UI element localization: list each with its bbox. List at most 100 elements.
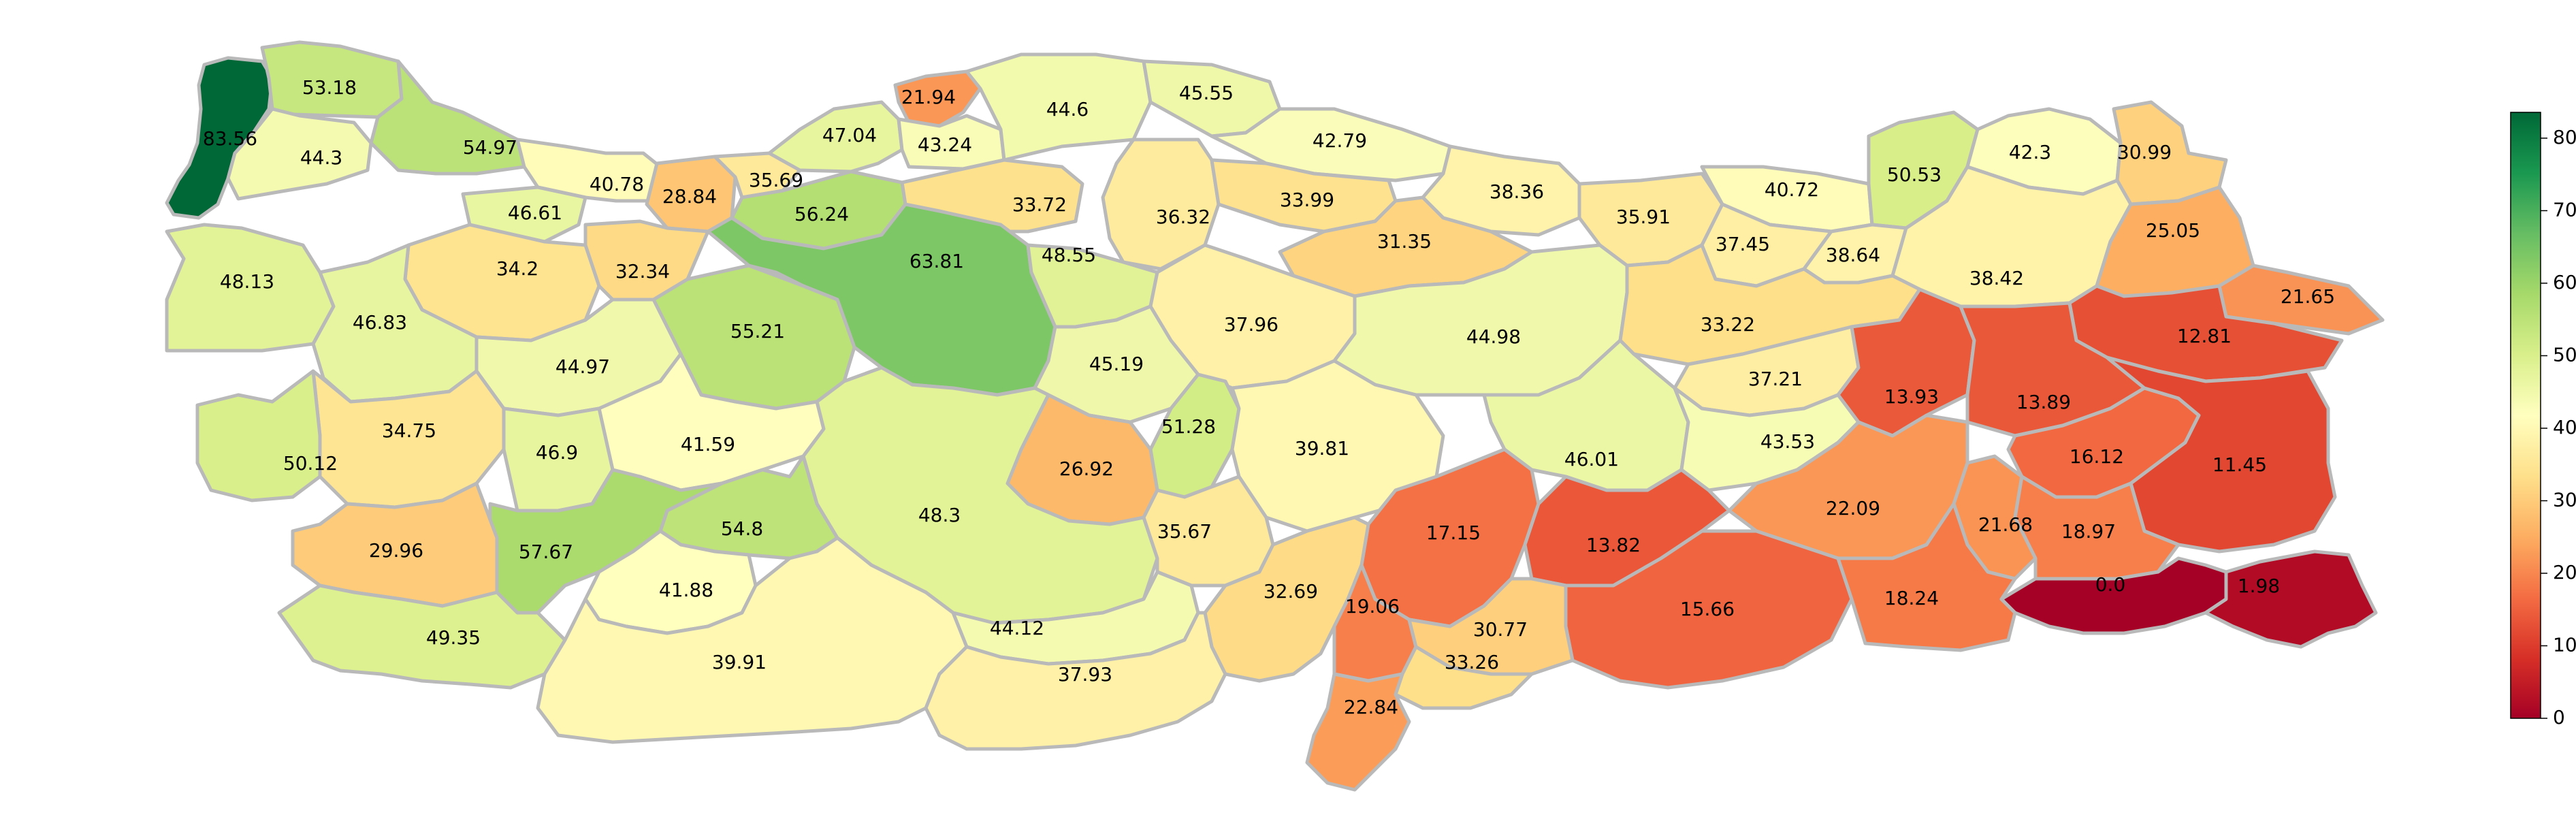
colorbar-ticks: 0 10 20 30 40 50 60 70 80 [2541,126,2576,729]
value-label-r40: 37.96 [1224,313,1278,336]
value-label-r28: 38.42 [1969,267,2024,289]
value-label-r39: 44.97 [556,355,610,378]
colorbar-tick-label: 70 [2553,198,2576,221]
value-label-r22: 40.72 [1765,178,1819,201]
province-r03 [226,107,373,201]
value-label-r05: 40.78 [590,173,644,195]
colorbar-tick-label: 40 [2553,416,2576,438]
colorbar-gradient [2510,112,2541,719]
value-label-r42: 33.22 [1701,313,1755,336]
value-label-r36: 63.81 [909,250,964,272]
value-label-r46: 13.89 [2016,391,2071,413]
value-label-r54: 43.53 [1760,430,1815,453]
value-label-r26: 37.45 [1716,233,1770,255]
value-label-r55: 16.12 [2070,445,2124,468]
value-label-r16: 33.72 [1012,193,1067,216]
value-label-r08: 35.69 [749,169,803,191]
value-label-r20: 31.35 [1377,230,1432,253]
value-labels: 83.56 53.18 44.3 54.97 40.78 46.61 28.84… [203,76,2335,718]
value-label-r03: 44.3 [300,146,342,169]
province-r04 [369,59,526,176]
province-r70 [2204,549,2378,649]
value-label-r56: 11.45 [2212,453,2267,476]
value-label-r31: 12.81 [2177,325,2232,347]
colorbar-tick-label: 30 [2553,488,2576,511]
value-label-r53: 46.01 [1564,448,1619,470]
value-label-r34: 32.34 [615,260,670,283]
province-layer [165,40,2385,792]
value-label-r58: 22.09 [1826,497,1880,519]
value-label-r79: 39.91 [712,651,767,673]
value-label-r70: 1.98 [2238,575,2280,597]
value-label-r63: 29.96 [369,539,423,562]
province-r75 [277,583,567,690]
colorbar-tick-label: 10 [2553,633,2576,656]
colorbar-tick-label: 20 [2553,561,2576,583]
value-label-r65: 13.82 [1586,534,1641,556]
province-r81 [1305,672,1411,792]
value-label-r60: 48.3 [918,504,961,526]
value-label-r80: 37.93 [1058,663,1112,686]
value-label-r21: 35.91 [1616,206,1671,228]
value-label-r76: 44.12 [990,617,1044,639]
value-label-r12: 43.24 [918,133,972,156]
colorbar: 0 10 20 30 40 50 60 70 80 [2510,112,2576,729]
value-label-r73: 15.66 [1680,598,1735,620]
value-label-r59: 21.68 [1978,513,2033,536]
province-r47 [311,369,506,509]
value-label-r48: 41.59 [681,433,735,455]
value-label-r74: 18.24 [1884,587,1939,609]
value-label-r04: 54.97 [463,136,517,159]
value-label-r51: 50.12 [283,452,338,475]
value-label-r66: 35.67 [1157,520,1212,543]
value-label-r47: 34.75 [382,419,436,442]
value-label-r64: 17.15 [1426,522,1481,544]
value-label-r35: 46.83 [353,311,407,334]
value-label-r13: 44.6 [1046,98,1089,121]
value-label-r77: 30.77 [1473,618,1528,641]
value-label-r37: 48.55 [1042,244,1096,266]
value-label-r19: 38.36 [1490,180,1544,203]
province-r11 [893,69,982,128]
value-label-r71: 41.88 [659,579,713,601]
value-label-r10: 47.04 [822,124,877,146]
value-label-r27: 38.64 [1826,244,1880,266]
value-label-r68: 32.69 [1263,580,1318,603]
value-label-r18: 33.99 [1280,189,1334,211]
province-r73 [1564,529,1854,690]
value-label-r41: 44.98 [1466,325,1521,348]
province-r79 [536,536,969,744]
value-label-r72: 19.06 [1345,595,1400,618]
value-label-r45: 13.93 [1884,385,1939,408]
value-label-r15: 42.79 [1313,129,1367,152]
value-label-r49: 51.28 [1161,415,1216,438]
value-label-r11: 21.94 [901,86,956,108]
province-r51 [195,369,322,502]
value-label-r57: 26.92 [1059,458,1114,480]
value-label-r78: 33.26 [1445,651,1499,673]
value-label-r17: 36.32 [1156,206,1210,228]
value-label-r07: 28.84 [662,185,717,208]
value-label-r14: 45.55 [1179,82,1234,104]
value-label-r02: 53.18 [302,76,357,99]
value-label-r09: 56.24 [794,203,849,225]
value-label-r30: 21.65 [2281,285,2335,308]
value-label-r06: 46.61 [508,202,562,224]
value-label-r33: 34.2 [496,257,538,280]
value-label-r01: 83.56 [203,127,257,150]
value-label-r75: 49.35 [426,626,481,649]
province-r80 [924,611,1227,751]
colorbar-tick-label: 80 [2553,126,2576,148]
value-label-r52: 39.81 [1295,437,1349,460]
value-label-r24: 42.3 [2009,141,2051,163]
value-label-r81: 22.84 [1344,696,1398,718]
colorbar-tick-label: 60 [2553,271,2576,293]
value-label-r23: 50.53 [1887,163,1942,186]
value-label-r43: 45.19 [1089,353,1144,375]
province-r10 [767,100,904,174]
colorbar-tick-label: 0 [2553,706,2565,729]
province-r78 [1394,645,1534,710]
province-r56 [2105,355,2337,554]
value-label-r44: 37.21 [1748,368,1803,390]
